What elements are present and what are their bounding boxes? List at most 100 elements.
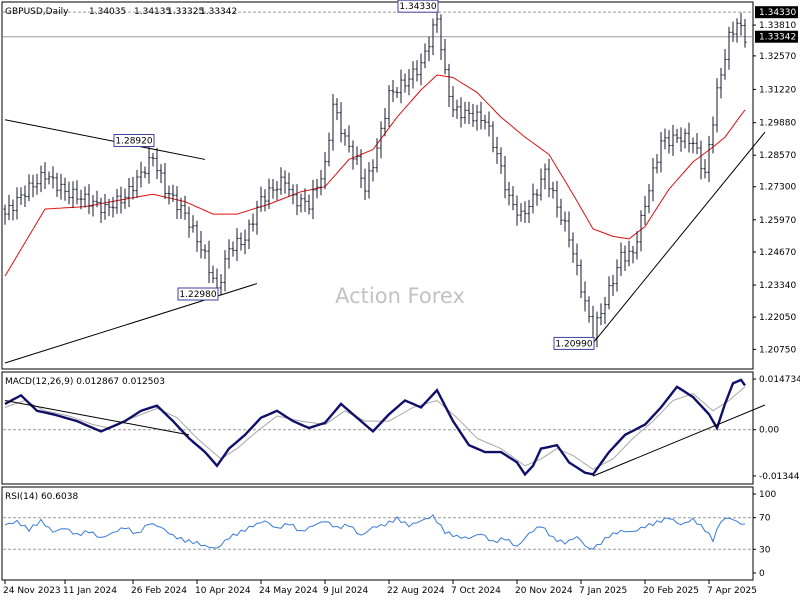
rsi-axis-label: 70 (759, 514, 771, 524)
ohlc-bar (207, 240, 211, 283)
time-axis-label: 7 Apr 2025 (707, 586, 757, 596)
ohlc-bar (327, 132, 331, 167)
ohlc-bar (203, 244, 207, 260)
price-axis-label: 1.29880 (759, 119, 796, 129)
ohlc-bar (303, 188, 307, 212)
ohlc-bar (91, 195, 95, 217)
level-annotation-label: 1.34330 (399, 2, 436, 12)
ohlc-bar (639, 210, 643, 252)
price-mark-box (755, 30, 798, 43)
ohlc-bar (563, 211, 567, 232)
ohlc-bar (423, 43, 427, 69)
macd-axis: 0.014734 0.00 -0.013442 (753, 375, 800, 482)
ohlc-bar (223, 250, 227, 292)
ohlc-bar (695, 133, 699, 155)
ohlc-bar (259, 186, 263, 212)
time-axis-label: 24 May 2024 (259, 586, 318, 596)
ohlc-bar (715, 78, 719, 133)
ohlc-bar (459, 97, 463, 128)
ohlc-high: 1.34135 (134, 7, 171, 17)
price-level-lines (3, 11, 752, 38)
time-axis-label: 7 Oct 2024 (451, 586, 501, 596)
ohlc-bar (667, 130, 671, 154)
level-annotation-box (177, 287, 219, 301)
ohlc-bar (247, 219, 251, 250)
ohlc-bar (399, 69, 403, 104)
ohlc-bar (471, 103, 475, 127)
ohlc-bar (331, 94, 335, 151)
moving-average-path (4, 74, 746, 277)
level-annotation-box (397, 0, 439, 13)
ohlc-bar (663, 128, 667, 150)
rsi-pane-frame (1, 486, 754, 581)
ohlc-bar (183, 195, 187, 220)
moving-average-line (4, 74, 746, 277)
ohlc-bar (59, 173, 63, 200)
ohlc-bar (343, 128, 347, 146)
ohlc-bar (479, 101, 483, 130)
price-axis-label: 1.20750 (759, 345, 796, 355)
ohlc-bar (111, 196, 115, 218)
ohlc-bar (735, 18, 739, 43)
ohlc-bar (643, 195, 647, 225)
ohlc-bar (379, 121, 383, 159)
price-mark-label: 1.34330 (759, 8, 796, 18)
ohlc-bar (107, 198, 111, 217)
ohlc-bar (199, 231, 203, 259)
rsi-axis-label: 30 (759, 545, 771, 555)
macd-trendline (4, 400, 190, 436)
time-axis-label: 26 Feb 2024 (131, 586, 187, 596)
ohlc-bar (587, 296, 591, 323)
ohlc-bar (187, 206, 191, 238)
ohlc-bar (391, 79, 395, 103)
level-annotation-box (113, 134, 155, 148)
ohlc-bar (619, 242, 623, 277)
ohlc-bar (139, 161, 143, 188)
ohlc-bar (635, 231, 639, 260)
price-pane-frame (1, 1, 754, 370)
ohlc-bar (395, 86, 399, 99)
ohlc-bar (631, 245, 635, 264)
ohlc-bar (11, 199, 15, 221)
level-annotation: 1.22980 (177, 287, 219, 301)
level-annotation-label: 1.20990 (555, 339, 592, 349)
rsi-line (4, 514, 746, 550)
ohlc-bar (39, 165, 43, 193)
time-axis: 24 Nov 2023 11 Jan 2024 26 Feb 2024 10 Apr … (3, 580, 757, 596)
ohlc-bar (295, 184, 299, 216)
ohlc-bar (487, 111, 491, 137)
ohlc-bar (307, 194, 311, 215)
level-annotation-label: 1.28920 (115, 137, 152, 147)
ohlc-bar (351, 140, 355, 170)
price-axis-label: 1.33810 (759, 21, 796, 31)
ohlc-bar (687, 122, 691, 153)
price-pane-title: GBPUSD,Daily (5, 7, 69, 17)
ohlc-bar (239, 232, 243, 251)
macd-axis-label: -0.013442 (759, 472, 800, 482)
ohlc-bar (159, 164, 163, 184)
price-axis-label: 1.22050 (759, 313, 796, 323)
ohlc-bar (355, 146, 359, 166)
ohlc-bar (531, 183, 535, 214)
ohlc-bar (311, 179, 315, 220)
ohlc-bar (235, 228, 239, 262)
ohlc-bar (347, 125, 351, 153)
ohlc-bar (383, 108, 387, 137)
ohlc-bar (711, 116, 715, 154)
ohlc-bar (167, 185, 171, 205)
ohlc-bar (699, 140, 703, 180)
time-axis-label: 10 Apr 2024 (195, 586, 251, 596)
ohlc-bar (583, 281, 587, 312)
macd-title: MACD(12,26,9) 0.012867 0.012503 (5, 377, 165, 387)
ohlc-bar (607, 276, 611, 310)
ohlc-bar (275, 181, 279, 201)
ohlc-open: 1.34035 (89, 7, 126, 17)
ohlc-bar (603, 296, 607, 325)
price-pane: Action Forex 1.34330 1.28920 1.22980 1.2099… (1, 0, 766, 370)
ohlc-bar (99, 197, 103, 223)
ohlc-bar (323, 152, 327, 190)
ohlc-bar (719, 67, 723, 99)
ohlc-bar (707, 135, 711, 183)
ohlc-bar (739, 12, 743, 36)
